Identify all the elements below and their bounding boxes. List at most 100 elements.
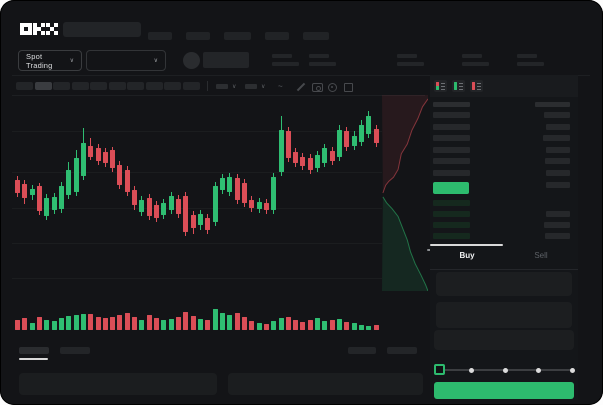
timeframe-button[interactable] [145, 82, 163, 90]
draw-tool-icon[interactable] [296, 82, 306, 92]
line-tool-icon[interactable]: ~ [278, 82, 283, 91]
candle [95, 148, 101, 161]
chevron-down-icon[interactable]: ∨ [261, 84, 266, 90]
bid-row-price[interactable] [433, 211, 470, 217]
candle [132, 190, 138, 205]
candle [36, 186, 42, 211]
ask-row-amount[interactable] [543, 135, 570, 142]
chart-footer-tab[interactable] [60, 347, 90, 354]
timeframe-button[interactable] [127, 82, 144, 90]
chart-footer-tab-active[interactable] [19, 347, 49, 354]
volume-bar [263, 324, 269, 330]
timeframe-button[interactable] [164, 82, 181, 90]
volume-bar [58, 318, 64, 330]
timeframe-button[interactable] [71, 82, 89, 90]
orderbook-view-bids-icon[interactable] [452, 80, 465, 92]
indicator-label-placeholder[interactable] [216, 84, 228, 89]
bid-row-amount[interactable] [544, 222, 570, 228]
nav-item[interactable] [186, 32, 210, 40]
amount-input[interactable] [436, 302, 572, 328]
volume-bar [198, 319, 203, 330]
ask-row-amount[interactable] [546, 123, 570, 130]
volume-bar [322, 321, 328, 330]
volume-bar [212, 309, 218, 330]
candlestick-chart [14, 95, 382, 295]
buy-sell-tabbar: Buy Sell [430, 244, 578, 270]
nav-item[interactable] [303, 32, 329, 40]
total-input[interactable] [434, 330, 574, 350]
ask-row-price[interactable] [433, 170, 470, 176]
last-price-badge[interactable] [433, 182, 469, 194]
ask-row-price[interactable] [433, 158, 470, 165]
tab-buy[interactable]: Buy [459, 251, 475, 260]
slider-stop[interactable] [569, 367, 575, 373]
ask-row-price[interactable] [433, 112, 470, 118]
candle [227, 177, 233, 192]
candle [58, 186, 64, 209]
market-mode-dropdown[interactable]: Spot Trading ∨ [18, 50, 82, 71]
slider-stop[interactable] [536, 367, 541, 373]
volume-bar [168, 319, 174, 330]
stat-value-placeholder [462, 62, 489, 66]
nav-item[interactable] [148, 32, 172, 40]
volume-bar [139, 320, 145, 330]
search-input[interactable] [63, 22, 141, 37]
timeframe-button[interactable] [53, 82, 70, 90]
ask-row-amount[interactable] [546, 146, 570, 153]
timeframe-button[interactable] [90, 82, 107, 90]
chart-footer-control[interactable] [387, 347, 417, 354]
candle [29, 189, 35, 195]
slider-stop[interactable] [469, 367, 474, 373]
settings-icon[interactable] [328, 82, 337, 92]
volume-bar [95, 317, 101, 330]
volume-bar [124, 313, 130, 330]
nav-item[interactable] [265, 32, 289, 40]
candle [271, 177, 277, 210]
fullscreen-icon[interactable] [344, 82, 353, 92]
ask-row-price[interactable] [433, 146, 470, 153]
candle [73, 158, 79, 192]
candle [15, 180, 20, 193]
buy-button[interactable] [434, 382, 574, 399]
orderbook-view-both-icon[interactable] [434, 80, 447, 92]
pair-select-dropdown[interactable]: ∨ [86, 50, 166, 71]
bid-row-price[interactable] [433, 222, 470, 228]
ask-row-amount[interactable] [544, 112, 570, 118]
chevron-down-icon: ∨ [153, 57, 158, 64]
timeframe-button[interactable] [182, 82, 200, 90]
chart-footer-control[interactable] [348, 347, 376, 354]
bid-row-price[interactable] [433, 200, 470, 206]
bid-row-price[interactable] [433, 233, 470, 239]
slider-handle[interactable] [434, 364, 445, 375]
volume-bar [256, 323, 262, 330]
ask-row-price[interactable] [433, 123, 470, 130]
candle-style-placeholder[interactable] [245, 84, 257, 89]
price-input[interactable] [436, 272, 572, 296]
volume-bar [66, 316, 72, 330]
volume-bar [300, 322, 306, 330]
nav-item[interactable] [224, 32, 251, 40]
volume-bar [51, 321, 57, 330]
bottom-panel-right [228, 373, 423, 395]
ask-row-amount[interactable] [546, 181, 570, 188]
candle [183, 196, 189, 232]
ask-row-amount[interactable] [546, 170, 570, 176]
volume-bar [293, 320, 299, 330]
timeframe-button[interactable] [16, 82, 33, 90]
orderbook-view-asks-icon[interactable] [470, 80, 483, 92]
volume-bar [234, 313, 240, 330]
candle [44, 198, 50, 216]
bid-row-amount[interactable] [546, 211, 570, 217]
volume-bar [36, 317, 42, 330]
timeframe-button[interactable] [34, 82, 52, 90]
ask-row-amount[interactable] [545, 158, 570, 165]
chevron-down-icon[interactable]: ∨ [232, 84, 237, 90]
camera-icon[interactable] [312, 82, 323, 92]
volume-bar [146, 315, 152, 330]
candle [249, 200, 255, 208]
bid-row-amount[interactable] [545, 233, 570, 239]
tab-sell[interactable]: Sell [534, 251, 548, 260]
timeframe-button[interactable] [108, 82, 126, 90]
slider-stop[interactable] [502, 367, 508, 373]
ask-row-price[interactable] [433, 135, 470, 142]
